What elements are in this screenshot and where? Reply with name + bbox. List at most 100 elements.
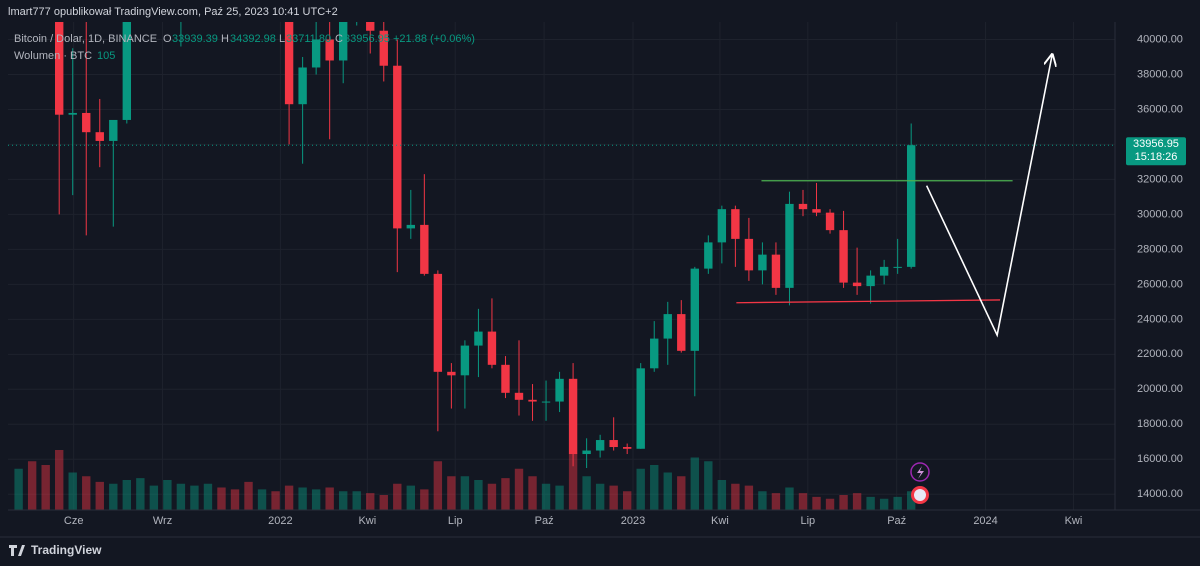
y-tick-label: 30000.00	[1137, 208, 1183, 220]
volume-bar	[55, 450, 64, 510]
volume-bar	[758, 491, 767, 510]
x-tick-label: Lip	[448, 515, 463, 527]
volume-bar	[257, 489, 267, 510]
candle-body	[379, 30, 388, 66]
candle-body	[798, 203, 808, 210]
volume-bar	[447, 476, 456, 510]
y-tick-label: 28000.00	[1137, 243, 1183, 255]
event-icon	[917, 466, 924, 479]
volume-bar	[393, 483, 402, 510]
candle-body	[311, 39, 321, 68]
volume-bar	[82, 476, 91, 510]
brand: TradingView	[9, 543, 102, 557]
grid	[8, 22, 1115, 510]
y-tick-label: 14000.00	[1137, 488, 1183, 500]
ohlc-key: C	[335, 33, 343, 45]
volume-bar	[14, 468, 23, 510]
brand-logo	[9, 545, 25, 556]
volume-bar	[230, 489, 240, 510]
x-tick-label: Paź	[887, 515, 906, 527]
candle-body	[433, 273, 443, 372]
x-tick-label: Wrz	[153, 515, 172, 527]
volume-bar	[244, 481, 253, 510]
volume-bar	[582, 476, 591, 510]
candle-body	[555, 378, 564, 402]
ohlc-key: L	[279, 33, 285, 45]
volume-bar	[717, 480, 727, 510]
ohlc-value: 33956.95	[344, 33, 390, 45]
volume-bar	[163, 480, 172, 510]
volume-bar	[771, 493, 781, 510]
candle-body	[501, 364, 510, 393]
brand-name: TradingView	[31, 543, 102, 557]
candle-body	[839, 230, 848, 283]
x-tick-label: 2024	[973, 515, 997, 527]
candle-body	[447, 371, 456, 376]
candle-body	[879, 266, 889, 276]
candle-body	[690, 268, 699, 351]
last-price-label: 33956.95	[1133, 138, 1179, 150]
candle-body	[353, 0, 361, 19]
candle-body	[406, 224, 416, 229]
volume-bar	[541, 483, 551, 510]
volume-bar	[528, 476, 537, 510]
symbol: Bitcoin / Dolar, 1D, BINANCE	[14, 33, 157, 45]
y-tick-label: 32000.00	[1137, 173, 1183, 185]
volume-bar	[366, 493, 375, 510]
volume-bar	[731, 483, 740, 510]
volume-bar	[203, 483, 213, 510]
candle-body	[852, 282, 862, 287]
candle-body	[866, 275, 875, 287]
y-tick-label: 38000.00	[1137, 68, 1183, 80]
candle-body	[893, 266, 902, 268]
candle-body	[82, 112, 91, 133]
volume-bar	[744, 485, 754, 510]
drawing-projection	[925, 55, 1053, 338]
y-tick-label: 26000.00	[1137, 278, 1183, 290]
candle-body	[758, 254, 767, 271]
x-tick-label: Kwi	[1065, 515, 1083, 527]
volume-bar	[677, 476, 686, 510]
candle-body	[487, 331, 497, 365]
volume-bar	[325, 487, 334, 510]
candle-body	[906, 145, 916, 267]
volume-bar	[474, 480, 483, 510]
volume-bar	[433, 461, 443, 510]
candle-body	[650, 338, 659, 369]
volume-bar	[487, 483, 497, 510]
volume-bar	[176, 483, 186, 510]
candle-body	[460, 345, 470, 376]
volume-bar	[27, 461, 37, 510]
volume-bar	[406, 485, 416, 510]
x-tick-label: Kwi	[711, 515, 729, 527]
volume-value: 105	[97, 50, 115, 62]
candle-body	[609, 440, 618, 448]
volume-bar	[852, 493, 862, 510]
ohlc-key: H	[221, 33, 229, 45]
y-tick-label: 40000.00	[1137, 33, 1183, 45]
candle-body	[717, 209, 727, 243]
candle-body	[744, 238, 754, 271]
volume-bar	[109, 483, 118, 510]
volume-bar	[595, 483, 605, 510]
candle-body	[636, 368, 645, 449]
y-tick-label: 16000.00	[1137, 453, 1183, 465]
candle-body	[528, 399, 537, 402]
volume-bar	[379, 495, 388, 510]
volume-bar	[95, 481, 104, 510]
volume-bar	[460, 476, 470, 510]
volume-bar	[136, 478, 145, 510]
volume-bar	[217, 487, 226, 510]
volume-bar	[704, 461, 713, 510]
candle-body	[55, 22, 64, 115]
candle-body	[393, 65, 402, 229]
ohlc-value: 34392.98	[230, 33, 276, 45]
volume-bar	[568, 453, 578, 510]
change: +21.88 (+0.06%)	[393, 33, 475, 45]
candle-body	[122, 22, 132, 120]
last-price-box	[1126, 137, 1186, 166]
volume-bar	[149, 485, 159, 510]
candle-body	[474, 331, 483, 346]
